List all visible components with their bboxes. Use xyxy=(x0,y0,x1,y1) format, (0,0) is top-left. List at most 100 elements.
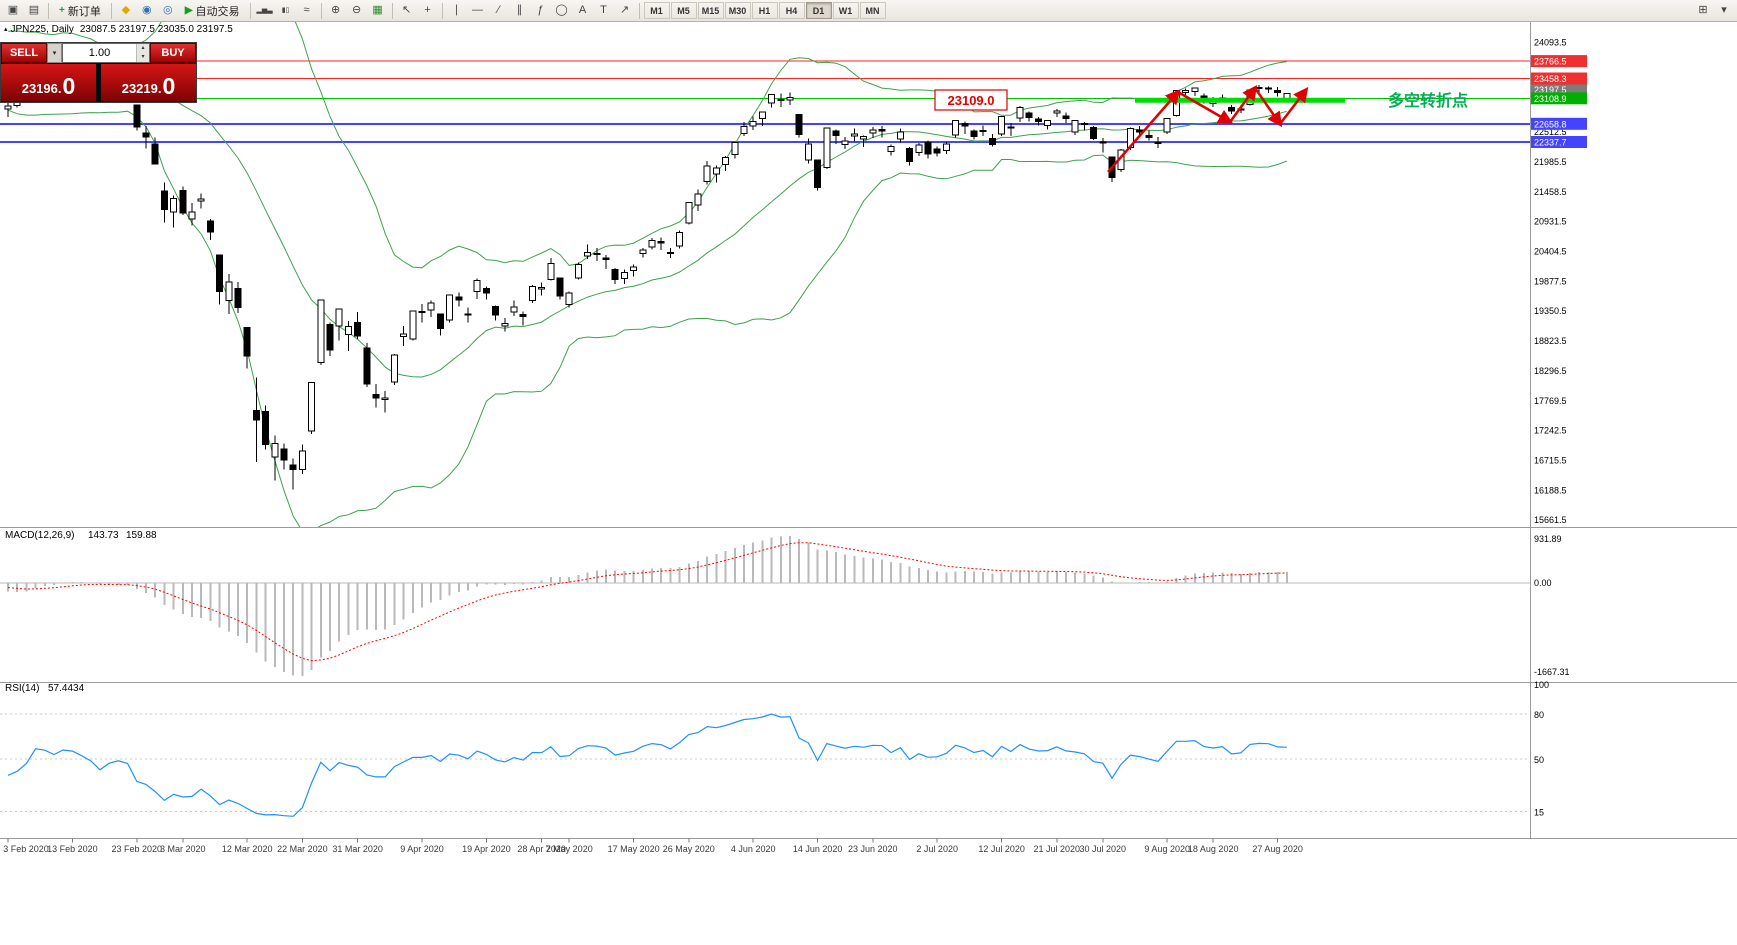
community-icon[interactable]: ◉ xyxy=(137,2,157,20)
trend-arrow[interactable] xyxy=(1279,87,1309,125)
text-icon[interactable]: A xyxy=(573,2,593,20)
crosshair-icon[interactable]: + xyxy=(418,2,438,20)
shapes-icon[interactable]: ◯ xyxy=(552,2,572,20)
price-scale-label: 17242.5 xyxy=(1534,426,1567,436)
zoom-out-icon[interactable]: ⊖ xyxy=(347,2,367,20)
symbol-ohlc-values: 23087.5 23197.5 23035.0 23197.5 xyxy=(79,24,233,35)
toolbar-separator xyxy=(391,2,393,19)
text-label-icon[interactable]: T xyxy=(594,2,614,20)
rsi-scale-label: 100 xyxy=(1534,680,1549,690)
level-price-label-box xyxy=(1531,72,1587,85)
price-scale-label: 17769.5 xyxy=(1534,396,1567,406)
one-click-trading-panel: SELL ▾ ▴ ▾ BUY 23196.0 23219.0 xyxy=(0,42,197,103)
vertical-line-icon[interactable]: ∣ xyxy=(447,2,467,20)
macd-indicator-label: MACD(12,26,9) xyxy=(5,530,74,541)
new-order-button[interactable]: + 新订单 xyxy=(53,2,107,20)
timeframe-m5-button[interactable]: M5 xyxy=(670,2,697,19)
rsi-panel: 100 80 50 15 xyxy=(0,680,1549,818)
volume-up-button[interactable]: ▴ xyxy=(137,44,149,53)
date-label: 3 Mar 2020 xyxy=(160,844,206,854)
candlesticks[interactable] xyxy=(4,54,1291,490)
bb-lower-band xyxy=(7,109,1287,527)
trend-arrow[interactable] xyxy=(1253,87,1283,128)
timeframe-h1-button[interactable]: H1 xyxy=(751,2,778,19)
date-label: 13 Feb 2020 xyxy=(47,844,98,854)
autotrading-icon: ▶ xyxy=(184,5,193,16)
panel-frame xyxy=(0,22,1737,839)
volume-down-button[interactable]: ▾ xyxy=(137,53,149,62)
buy-price-fraction: 0 xyxy=(162,73,176,99)
timeframe-mn-button[interactable]: MN xyxy=(859,2,886,19)
toolbar-separator xyxy=(441,2,443,19)
sell-button[interactable]: SELL xyxy=(1,43,47,63)
timeframe-m15-button[interactable]: M15 xyxy=(697,2,724,19)
date-label: 23 Feb 2020 xyxy=(112,844,163,854)
chart-canvas[interactable]: 23109.0 多空转折点 24093.5 22512.5 21985.5 21458.… xyxy=(0,22,1737,945)
date-label: 30 Jul 2020 xyxy=(1080,844,1127,854)
arrow-objects-icon[interactable]: ↗ xyxy=(615,2,635,20)
volume-steppers: ▴ ▾ xyxy=(136,44,149,62)
channel-icon[interactable]: ∥ xyxy=(510,2,530,20)
candlestick-mode-icon[interactable]: ▮▯ xyxy=(276,2,296,20)
timeframe-m30-button[interactable]: M30 xyxy=(724,2,751,19)
macd-signal-value: 159.88 xyxy=(126,530,157,541)
mql5-icon[interactable]: ◎ xyxy=(158,2,178,20)
buy-button[interactable]: BUY xyxy=(150,43,196,63)
date-label: 12 Mar 2020 xyxy=(222,844,273,854)
tile-windows-icon[interactable]: ▦ xyxy=(368,2,388,20)
date-label: 31 Mar 2020 xyxy=(332,844,383,854)
toolbar-separator xyxy=(638,2,640,19)
bb-middle-band xyxy=(7,70,1287,378)
sell-price-main: 23196. xyxy=(21,80,62,96)
rsi-scale-label: 50 xyxy=(1534,755,1544,765)
timeframe-d1-button[interactable]: D1 xyxy=(805,2,832,19)
level-price-label: 22337.7 xyxy=(1534,138,1567,148)
price-scale-label: 18823.5 xyxy=(1534,336,1567,346)
sell-price-display[interactable]: 23196. 0 xyxy=(1,64,96,101)
volume-input[interactable] xyxy=(63,44,136,62)
line-chart-mode-icon[interactable]: ≈ xyxy=(297,2,317,20)
trend-arrow[interactable] xyxy=(1177,90,1234,124)
toolbar-separator xyxy=(320,2,322,19)
price-callout-box[interactable] xyxy=(934,89,1008,111)
horizontal-line-icon[interactable]: ― xyxy=(468,2,488,20)
date-label: 7 May 2020 xyxy=(546,844,593,854)
more-tools-icon[interactable]: ▾ xyxy=(1714,2,1734,20)
buy-price-display[interactable]: 23219. 0 xyxy=(101,64,196,101)
timeframe-w1-button[interactable]: W1 xyxy=(832,2,859,19)
chart-profiles-icon[interactable]: ▤ xyxy=(24,2,44,20)
new-chart-icon[interactable]: ▣ xyxy=(3,2,23,20)
price-scale-label: 15661.5 xyxy=(1534,515,1567,525)
fibonacci-icon[interactable]: ƒ xyxy=(531,2,551,20)
macd-main-value: 143.73 xyxy=(88,530,119,541)
trend-arrow[interactable] xyxy=(1107,89,1181,173)
date-label: 23 Jun 2020 xyxy=(848,844,898,854)
date-label: 2 Jul 2020 xyxy=(916,844,958,854)
toolbar-separator xyxy=(249,2,251,19)
price-scale-label: 20404.5 xyxy=(1534,247,1567,257)
new-order-icon: + xyxy=(59,5,65,16)
price-scale-label: 21985.5 xyxy=(1534,157,1567,167)
metaquotes-icon[interactable]: ◆ xyxy=(116,2,136,20)
bar-chart-mode-icon[interactable]: ▂▅▃ xyxy=(255,2,275,20)
price-scale-label: 19877.5 xyxy=(1534,276,1567,286)
buy-price-main: 23219. xyxy=(121,80,162,96)
timeframe-h4-button[interactable]: H4 xyxy=(778,2,805,19)
trendline-icon[interactable]: ∕ xyxy=(489,2,509,20)
timeframe-m1-button[interactable]: M1 xyxy=(643,2,670,19)
autotrading-button[interactable]: ▶ 自动交易 xyxy=(179,2,246,20)
date-label: 19 Apr 2020 xyxy=(462,844,511,854)
price-scale[interactable]: 24093.5 22512.5 21985.5 21458.5 20931.5 20404… xyxy=(1531,38,1587,526)
macd-panel: 931.89 0.00 -1667.31 xyxy=(0,534,1570,677)
sell-price-fraction: 0 xyxy=(62,73,76,99)
trend-arrow[interactable] xyxy=(1228,84,1258,123)
cursor-icon[interactable]: ↖ xyxy=(397,2,417,20)
macd-scale-label: 931.89 xyxy=(1534,534,1562,544)
zoom-in-icon[interactable]: ⊕ xyxy=(326,2,346,20)
trade-options-button[interactable]: ▾ xyxy=(47,43,62,63)
date-label: 21 Jul 2020 xyxy=(1034,844,1081,854)
new-window-icon[interactable]: ⊞ xyxy=(1693,2,1713,20)
date-label: 14 Jun 2020 xyxy=(793,844,843,854)
